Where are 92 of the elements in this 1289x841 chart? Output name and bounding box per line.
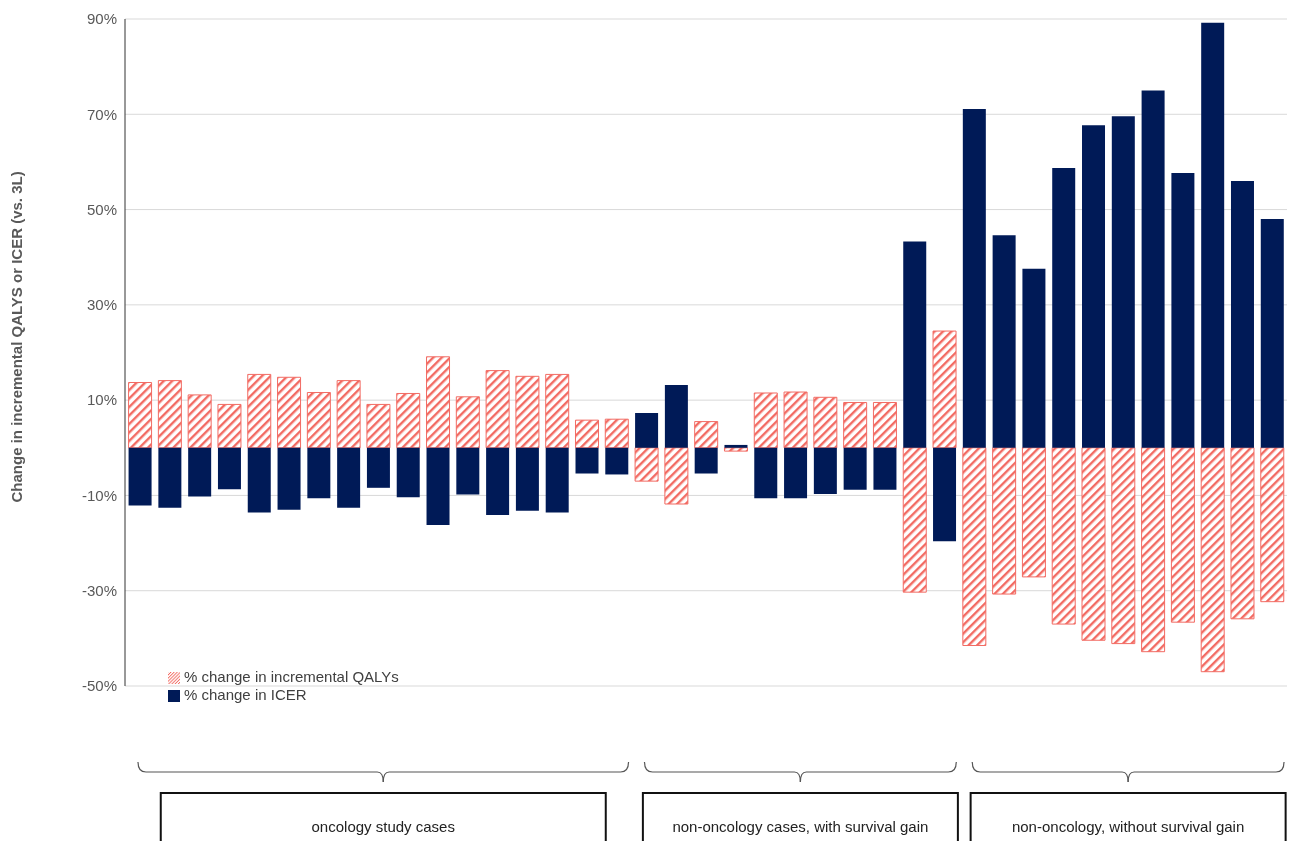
bar (247, 373, 272, 449)
bar (187, 394, 212, 449)
bar (247, 447, 271, 513)
bar (1141, 90, 1165, 448)
bar (455, 396, 480, 449)
text: non-oncology cases, with survival gain (672, 818, 929, 835)
y-tick-label: 30% (86, 296, 117, 314)
bar (843, 447, 867, 490)
bar (872, 402, 897, 449)
y-tick-label: 50% (86, 200, 117, 218)
bar (1201, 22, 1225, 448)
bar (903, 241, 927, 448)
bar (307, 447, 331, 499)
bar (873, 447, 897, 490)
bar (1111, 116, 1135, 448)
bar (1051, 447, 1076, 625)
bar (217, 403, 242, 449)
y-tick-label: -30% (81, 582, 117, 600)
bar (932, 330, 957, 449)
bar (1052, 168, 1076, 448)
bar (485, 370, 510, 449)
legend-label: % change in incremental QALYs (184, 668, 399, 685)
bar (545, 447, 569, 513)
bar (306, 392, 331, 449)
y-axis-title: Change in incremental QALYS or ICER (vs. 3L) (8, 171, 26, 503)
bar (992, 235, 1016, 448)
y-tick-label: -10% (81, 486, 117, 504)
bar (605, 447, 629, 475)
bar (813, 396, 838, 449)
bar (1141, 447, 1166, 653)
bar (635, 413, 659, 448)
bar (694, 447, 718, 474)
bar (664, 447, 689, 505)
bar (1081, 447, 1106, 641)
bar (545, 373, 570, 449)
bar (813, 447, 837, 494)
bar (217, 447, 241, 490)
bar (128, 447, 152, 506)
bar (724, 444, 748, 448)
bar (575, 419, 599, 449)
bar (486, 447, 510, 515)
bar (694, 421, 719, 449)
bar (962, 447, 987, 646)
bar (366, 447, 390, 488)
bar (515, 447, 539, 511)
bar (604, 418, 629, 449)
bar (277, 376, 302, 449)
bar (575, 447, 599, 474)
bar (1230, 447, 1255, 620)
bar (634, 447, 659, 482)
bar (1260, 219, 1284, 448)
bar (1170, 447, 1195, 623)
bar (277, 447, 301, 510)
bar (933, 447, 957, 542)
bar (1171, 172, 1195, 448)
y-tick-label: 90% (86, 10, 117, 28)
bar (1260, 447, 1285, 603)
legend-label: % change in ICER (184, 686, 307, 703)
bar (1022, 268, 1046, 448)
bar (1021, 447, 1046, 578)
bar (188, 447, 212, 497)
bar (157, 380, 182, 449)
bar (723, 447, 748, 452)
bar (1082, 125, 1106, 448)
bar (1230, 180, 1254, 448)
y-tick-label: 10% (86, 391, 117, 409)
bar (336, 380, 361, 449)
y-tick-label: -50% (81, 677, 117, 695)
bar (128, 382, 153, 449)
bar (396, 392, 421, 449)
bar (337, 447, 361, 508)
bar (396, 447, 420, 498)
bar (753, 392, 778, 449)
bar (426, 356, 451, 449)
bar (843, 402, 868, 449)
bar (515, 375, 540, 449)
bar (784, 447, 808, 499)
text: oncology study cases (311, 818, 455, 835)
bar (783, 391, 808, 449)
bar (456, 447, 480, 495)
bar (366, 403, 391, 449)
y-tick-label: 70% (86, 105, 117, 123)
bar (1111, 447, 1136, 645)
bar (992, 447, 1017, 595)
bar (426, 447, 450, 525)
bar (962, 109, 986, 448)
bar (902, 447, 927, 593)
text: non-oncology, without survival gain (1011, 818, 1245, 835)
bar (754, 447, 778, 499)
bar (664, 384, 688, 448)
bar (158, 447, 182, 508)
bar (1200, 447, 1225, 673)
